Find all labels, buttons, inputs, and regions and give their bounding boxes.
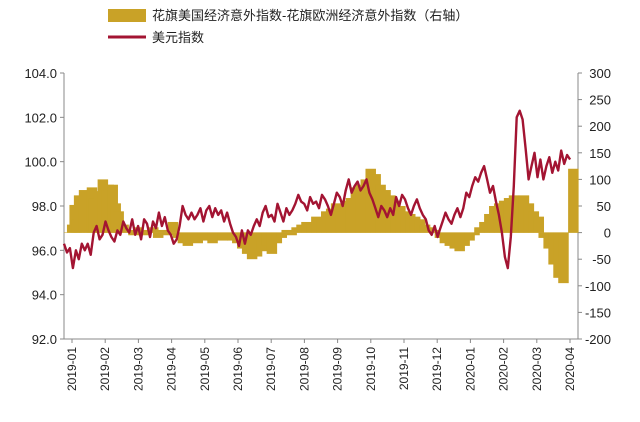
y-right-tick-label: 50 xyxy=(597,199,611,214)
x-tick-label: 2020-01 xyxy=(463,347,477,391)
y-right-tick-label: 150 xyxy=(589,146,611,161)
bar xyxy=(128,232,139,236)
y-left-tick-label: 98.0 xyxy=(32,199,57,214)
x-tick-label: 2019-11 xyxy=(397,347,411,390)
y-right-tick-label: -150 xyxy=(585,305,611,320)
y-right-tick-label: -50 xyxy=(592,252,611,267)
y-left-tick-label: 92.0 xyxy=(32,332,57,347)
legend: 花旗美国经济意外指数-花旗欧洲经济意外指数（右轴） 美元指数 xyxy=(108,8,468,45)
bar xyxy=(469,232,480,236)
bar xyxy=(162,232,174,236)
x-tick-label: 2019-01 xyxy=(65,347,79,391)
x-tick-label: 2020-02 xyxy=(497,347,511,391)
x-tick-label: 2019-02 xyxy=(98,347,112,391)
y-right-tick-label: 250 xyxy=(589,93,611,108)
legend-swatch-bar xyxy=(108,9,146,22)
x-tick-label: 2020-04 xyxy=(563,347,577,391)
y-right-tick-label: 300 xyxy=(589,66,611,81)
axes: 92.0 94.0 96.0 98.0 100.0 102.0 104.0 -200 -150 -… xyxy=(24,66,611,391)
y-left-tick-label: 94.0 xyxy=(32,288,57,303)
bar-series xyxy=(64,168,582,284)
y-right-tick-label: 100 xyxy=(589,172,611,187)
bar xyxy=(568,168,579,233)
bar xyxy=(533,216,545,233)
y-right-tick-label: 0 xyxy=(604,226,611,241)
usd-index-line xyxy=(62,109,572,270)
bar xyxy=(558,232,569,284)
x-tick-label: 2019-03 xyxy=(131,347,145,391)
y-left-tick-label: 102.0 xyxy=(24,110,57,125)
y-right-tick-label: -100 xyxy=(585,279,611,294)
bar xyxy=(286,232,297,236)
bar xyxy=(138,232,149,236)
line-series xyxy=(62,109,572,270)
bar xyxy=(464,232,475,241)
bar xyxy=(113,211,124,233)
x-tick-label: 2019-12 xyxy=(430,347,444,391)
y-left-tick-label: 100.0 xyxy=(24,155,57,170)
bar xyxy=(281,229,292,233)
y-left-tick-label: 96.0 xyxy=(32,243,57,258)
y-right-tick-label: 200 xyxy=(589,119,611,134)
x-tick-label: 2019-06 xyxy=(231,347,245,391)
x-tick-label: 2020-03 xyxy=(530,347,544,391)
x-tick-label: 2019-05 xyxy=(198,347,212,391)
bar xyxy=(157,229,169,233)
legend-label-bar: 花旗美国经济意外指数-花旗欧洲经济意外指数（右轴） xyxy=(152,8,468,23)
bar xyxy=(148,227,159,233)
x-tick-label: 2019-08 xyxy=(297,347,311,391)
x-tick-label: 2019-07 xyxy=(264,347,278,391)
y-right-tick-label: -200 xyxy=(585,332,611,347)
bar xyxy=(152,232,164,238)
bar xyxy=(276,232,288,238)
legend-label-line: 美元指数 xyxy=(152,30,204,45)
x-tick-label: 2019-04 xyxy=(165,347,179,391)
x-tick-label: 2019-09 xyxy=(331,347,345,391)
x-tick-label: 2019-10 xyxy=(364,347,378,391)
bar xyxy=(118,224,129,233)
y-left-tick-label: 104.0 xyxy=(24,66,57,81)
bar xyxy=(167,221,179,233)
